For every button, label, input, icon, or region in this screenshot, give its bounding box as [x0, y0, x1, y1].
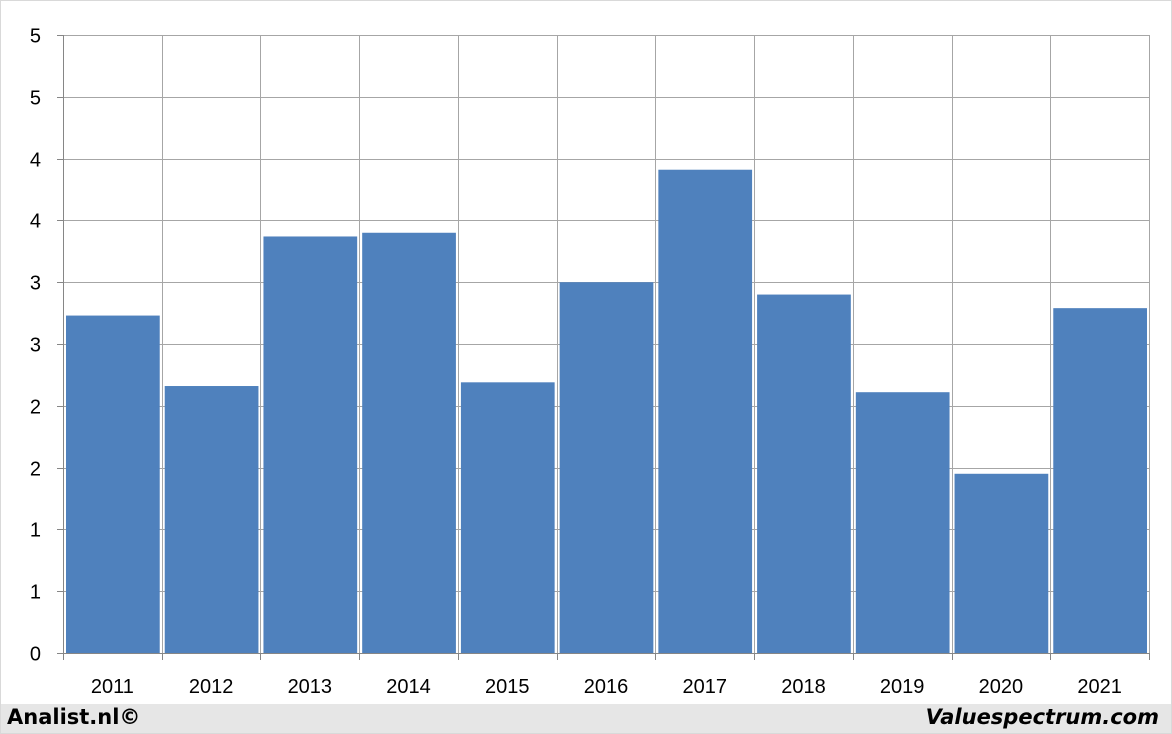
x-tick-labels: 2011 2012 2013 2014 2015 2016 2017 2018 2019 2020…	[91, 676, 1122, 698]
x-tick-label: 2014	[386, 676, 431, 698]
bar-2020	[954, 473, 1049, 653]
bar-2017	[658, 169, 753, 653]
y-tick-label: 0	[30, 644, 41, 666]
x-tick-label: 2013	[288, 676, 333, 698]
x-tick-label: 2017	[682, 676, 727, 698]
y-tick-label: 2	[30, 397, 41, 419]
x-tick-label: 2018	[781, 676, 826, 698]
bar-2021	[1053, 308, 1147, 653]
x-tick-label: 2012	[189, 676, 234, 698]
bar-2014	[362, 232, 456, 653]
y-tick-label: 3	[30, 335, 41, 357]
y-tick-label: 5	[30, 88, 41, 110]
bar-2018	[757, 294, 851, 653]
bar-2016	[559, 282, 654, 653]
source-credit-left: Analist.nl©	[7, 705, 141, 729]
bar-2013	[263, 236, 358, 653]
y-tick-label: 1	[30, 520, 41, 542]
x-tick-label: 2021	[1077, 676, 1122, 698]
source-credit-right: Valuespectrum.com	[925, 705, 1159, 729]
bar-chart: 0 1 1 2 2 3 3 4 4 5 5 2011 2012 2013 2014 2015 2016 2017…	[30, 26, 1150, 698]
y-tick-label: 3	[30, 273, 41, 295]
y-tick-labels: 0 1 1 2 2 3 3 4 4 5 5	[30, 26, 41, 666]
x-tick-label: 2011	[91, 676, 134, 698]
y-tick-label: 4	[30, 211, 41, 233]
x-tick-label: 2019	[880, 676, 925, 698]
axes	[57, 35, 1150, 660]
x-tick-label: 2015	[485, 676, 530, 698]
bar-2011	[66, 315, 160, 653]
bars	[66, 169, 1147, 653]
y-tick-label: 4	[30, 150, 41, 172]
x-tick-label: 2016	[584, 676, 629, 698]
y-tick-label: 1	[30, 582, 41, 604]
bar-2015	[460, 382, 555, 653]
y-tick-label: 2	[30, 459, 41, 481]
bar-2019	[855, 392, 950, 653]
footer-bar: Analist.nl© Valuespectrum.com	[1, 704, 1171, 733]
bar-2012	[164, 386, 259, 653]
y-tick-label: 5	[30, 26, 41, 48]
x-tick-label: 2020	[979, 676, 1024, 698]
